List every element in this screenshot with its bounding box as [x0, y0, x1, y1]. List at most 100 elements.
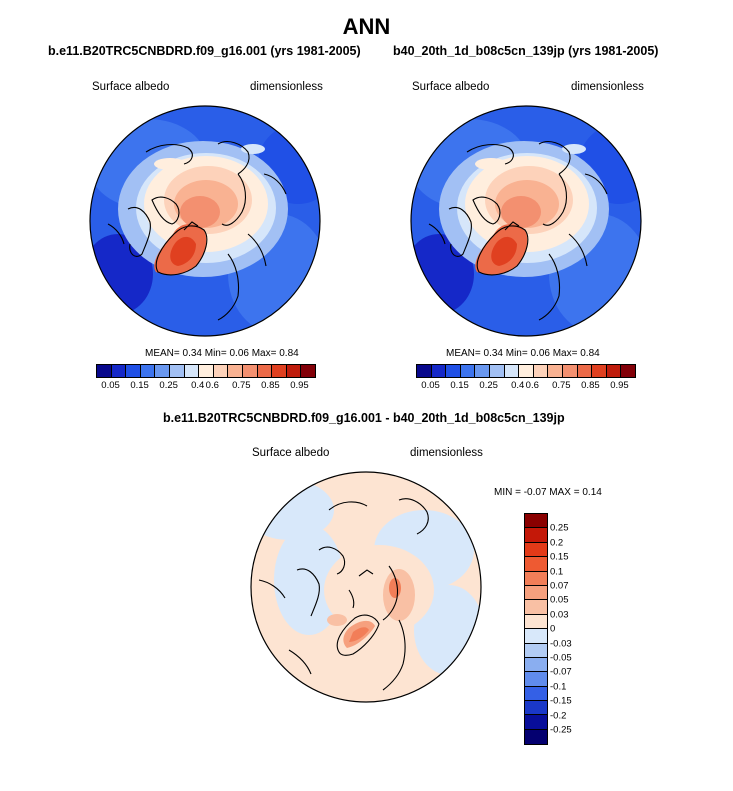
panel-right-colorbar-swatch — [489, 365, 505, 377]
panel-right-colorbar-swatch — [417, 365, 432, 377]
difference-colorbar-tick-label: 0.25 — [550, 522, 569, 534]
map-boundary-right — [410, 105, 642, 337]
difference-colorbar-tick-label: 0 — [550, 623, 556, 635]
difference-colorbar-swatch — [525, 643, 547, 658]
panel-left-colorbar-tick-label: 0.4 — [191, 380, 205, 391]
difference-colorbar-tick-label: -0.25 — [550, 724, 572, 736]
difference-colorbar-tick-label: 0.1 — [550, 566, 564, 578]
panel-left-variable: Surface albedo — [92, 81, 170, 93]
difference-colorbar-tick-label: -0.15 — [550, 695, 572, 707]
panel-left-colorbar-swatch — [140, 365, 156, 377]
panel-left-units: dimensionless — [250, 81, 323, 93]
panel-right-colorbar-swatch — [475, 365, 490, 377]
panel-left-colorbar-swatch — [169, 365, 185, 377]
panel-right-stats: MEAN= 0.34 Min= 0.06 Max= 0.84 — [446, 348, 600, 359]
difference-colorbar-swatch — [525, 585, 547, 601]
difference-colorbar-tick-label: -0.1 — [550, 681, 567, 693]
difference-colorbar-swatch — [525, 557, 547, 572]
panel-left-colorbar-swatch — [213, 365, 229, 377]
panel-left-colorbar-tick-label: 0.25 — [159, 380, 178, 391]
difference-colorbar-swatch — [525, 672, 547, 687]
panel-right-colorbar-swatch — [606, 365, 622, 377]
difference-colorbar-swatch — [525, 614, 547, 630]
difference-coastlines — [258, 498, 429, 691]
panel-left-colorbar-tick-label: 0.95 — [290, 380, 309, 391]
coastlines-left — [107, 141, 287, 321]
panel-left-colorbar-swatch — [155, 365, 170, 377]
panel-right-colorbar-tick-label: 0.6 — [525, 380, 539, 391]
panel-left-colorbar-swatch — [242, 365, 258, 377]
panel-left-colorbar-swatch — [286, 365, 302, 377]
panel-right-colorbar-tick-label: 0.75 — [552, 380, 571, 391]
difference-colorbar-tick-label: 0.07 — [550, 580, 569, 592]
panel-right-colorbar — [416, 364, 636, 378]
panel-left-title: b.e11.B20TRC5CNBDRD.f09_g16.001 (yrs 198… — [48, 44, 361, 58]
difference-colorbar-swatch — [525, 542, 547, 558]
albedo-field-right — [411, 106, 641, 336]
difference-colorbar-swatch — [525, 514, 547, 529]
panel-right-map — [410, 105, 642, 337]
difference-field — [251, 472, 481, 702]
panel-left-colorbar-tick-label: 0.6 — [205, 380, 219, 391]
difference-colorbar-tick-label: -0.2 — [550, 710, 567, 722]
difference-colorbar-swatch — [525, 571, 547, 586]
panel-right-colorbar-swatch — [592, 365, 607, 377]
panel-right-colorbar-swatch — [446, 365, 461, 377]
panel-right-colorbar-swatch — [533, 365, 549, 377]
panel-left-colorbar-swatch — [272, 365, 287, 377]
panel-right-colorbar-swatch — [577, 365, 593, 377]
panel-left-colorbar-tick-label: 0.85 — [261, 380, 280, 391]
albedo-field-left — [90, 106, 320, 336]
difference-colorbar-swatch — [525, 600, 547, 615]
difference-colorbar-tick-label: -0.07 — [550, 666, 572, 678]
difference-map — [250, 471, 482, 703]
difference-map-boundary — [250, 471, 482, 703]
difference-units: dimensionless — [410, 447, 483, 459]
panel-left-colorbar-swatch — [301, 365, 315, 377]
panel-right-title: b40_20th_1d_b08c5cn_139jp (yrs 1981-2005… — [393, 44, 659, 58]
difference-variable: Surface albedo — [252, 447, 330, 459]
difference-colorbar-swatch — [525, 686, 547, 702]
difference-stats: MIN = -0.07 MAX = 0.14 — [494, 487, 602, 498]
panel-left-colorbar-swatch — [111, 365, 127, 377]
panel-left-colorbar-swatch — [97, 365, 112, 377]
difference-colorbar-tick-label: -0.05 — [550, 652, 572, 664]
difference-colorbar-tick-label: -0.03 — [550, 638, 572, 650]
panel-right-colorbar-swatch — [460, 365, 476, 377]
difference-colorbar — [524, 513, 548, 746]
panel-right-colorbar-swatch — [504, 365, 520, 377]
difference-colorbar-tick-label: 0.15 — [550, 551, 569, 563]
panel-right-colorbar-swatch — [621, 365, 635, 377]
panel-right-colorbar-swatch — [431, 365, 447, 377]
panel-right-colorbar-swatch — [562, 365, 578, 377]
panel-right-colorbar-tick-label: 0.85 — [581, 380, 600, 391]
panel-left-colorbar-swatch — [228, 365, 243, 377]
panel-right-colorbar-tick-label: 0.15 — [450, 380, 469, 391]
difference-colorbar-swatch — [525, 701, 547, 716]
panel-right-colorbar-swatch — [548, 365, 563, 377]
panel-right-colorbar-tick-label: 0.4 — [511, 380, 525, 391]
panel-left-colorbar-swatch — [184, 365, 200, 377]
difference-colorbar-swatch — [525, 729, 547, 745]
difference-colorbar-swatch — [525, 629, 547, 644]
panel-right-colorbar-tick-label: 0.25 — [479, 380, 498, 391]
panel-right-colorbar-tick-label: 0.95 — [610, 380, 629, 391]
difference-colorbar-tick-label: 0.05 — [550, 594, 569, 606]
panel-right-variable: Surface albedo — [412, 81, 490, 93]
panel-right-units: dimensionless — [571, 81, 644, 93]
panel-right-colorbar-tick-label: 0.05 — [421, 380, 440, 391]
difference-colorbar-tick-label: 0.2 — [550, 537, 564, 549]
panel-left-colorbar-tick-label: 0.75 — [232, 380, 251, 391]
panel-left-colorbar-tick-label: 0.05 — [101, 380, 120, 391]
panel-left-map — [89, 105, 321, 337]
panel-left-colorbar-swatch — [257, 365, 273, 377]
panel-left-colorbar — [96, 364, 316, 378]
difference-colorbar-swatch — [525, 528, 547, 543]
panel-left-colorbar-swatch — [199, 365, 214, 377]
difference-colorbar-swatch — [525, 657, 547, 673]
page-title: ANN — [342, 14, 391, 39]
panel-left-colorbar-swatch — [126, 365, 141, 377]
difference-colorbar-swatch — [525, 715, 547, 730]
map-boundary-left — [89, 105, 321, 337]
panel-right-colorbar-swatch — [519, 365, 534, 377]
